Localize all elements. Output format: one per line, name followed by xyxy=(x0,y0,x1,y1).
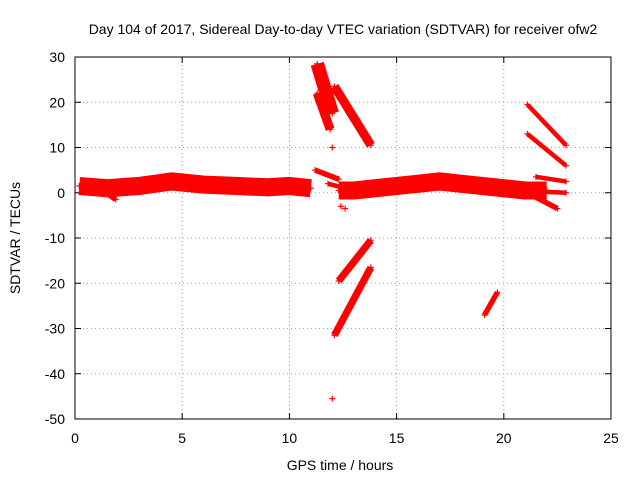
isolated-point xyxy=(337,203,344,210)
data-point xyxy=(511,187,518,194)
data-point xyxy=(562,142,569,149)
series-arc-9 xyxy=(525,102,568,147)
y-tick-label: 10 xyxy=(49,140,65,156)
y-tick-label: 20 xyxy=(49,94,65,110)
data-point xyxy=(168,178,175,185)
series-arc-6 xyxy=(335,238,374,284)
data-point xyxy=(393,182,400,189)
data-point xyxy=(106,192,113,199)
data-point xyxy=(562,162,569,169)
data-point xyxy=(372,185,379,192)
x-tick-label: 10 xyxy=(282,430,298,446)
data-point xyxy=(481,311,488,318)
x-tick-label: 0 xyxy=(71,430,79,446)
data-point xyxy=(112,196,119,203)
data-point xyxy=(307,185,314,192)
chart-title: Day 104 of 2017, Sidereal Day-to-day VTE… xyxy=(89,21,598,37)
x-tick-label: 25 xyxy=(603,430,619,446)
y-tick-label: -10 xyxy=(45,230,65,246)
series-arc-8 xyxy=(482,290,500,317)
data-point xyxy=(286,182,293,189)
data-point xyxy=(367,142,374,149)
x-axis-title: GPS time / hours xyxy=(287,457,394,473)
data-point xyxy=(532,194,539,201)
series-arc-2 xyxy=(313,91,335,131)
data-point xyxy=(415,180,422,187)
series-arc-1 xyxy=(310,61,339,116)
series-arc-3 xyxy=(330,84,375,148)
y-axis-title: SDTVAR / TECUs xyxy=(7,182,23,294)
data-point xyxy=(314,90,321,97)
data-point xyxy=(532,173,539,180)
data-point xyxy=(367,237,374,244)
data-point xyxy=(314,60,321,67)
data-point xyxy=(331,83,338,90)
series-baseline-early xyxy=(78,172,312,198)
data-point xyxy=(331,332,338,339)
plot-frame xyxy=(74,56,612,420)
x-tick-label: 5 xyxy=(178,430,186,446)
y-tick-label: -20 xyxy=(45,275,65,291)
isolated-point xyxy=(329,144,336,151)
data-point xyxy=(312,167,319,174)
data-point xyxy=(136,182,143,189)
data-point xyxy=(327,126,334,133)
series-arc-5 xyxy=(327,181,372,198)
series-arc-14 xyxy=(107,192,118,202)
data-point xyxy=(554,205,561,212)
data-point xyxy=(232,182,239,189)
x-tick-label: 20 xyxy=(496,430,512,446)
data-point xyxy=(562,189,569,196)
series-arc-4 xyxy=(314,167,340,182)
series-arc-7 xyxy=(331,265,375,338)
data-point xyxy=(367,264,374,271)
data-marks xyxy=(76,60,569,402)
data-point xyxy=(104,185,111,192)
data-point xyxy=(329,110,336,117)
data-point xyxy=(335,277,342,284)
y-tick-label: -50 xyxy=(45,411,65,427)
data-point xyxy=(524,130,531,137)
data-point xyxy=(264,184,271,191)
isolated-point xyxy=(342,205,349,212)
data-point xyxy=(562,178,569,185)
data-point xyxy=(494,289,501,296)
y-tick-label: -30 xyxy=(45,321,65,337)
axis-ticks: 0 5 10 15 20 25 30 20 10 0 -10 -20 -30 -40 -50 xyxy=(45,49,619,446)
data-point xyxy=(76,182,83,189)
series-arc-13 xyxy=(534,194,559,211)
series-arc-11 xyxy=(535,174,567,184)
y-tick-label: 0 xyxy=(57,185,65,201)
grid xyxy=(75,57,611,419)
data-point xyxy=(524,101,531,108)
data-point xyxy=(200,181,207,188)
y-tick-label: -40 xyxy=(45,366,65,382)
series-arc-10 xyxy=(525,132,568,168)
data-point xyxy=(457,180,464,187)
data-point xyxy=(500,185,507,192)
data-point xyxy=(479,182,486,189)
data-point xyxy=(367,192,374,199)
isolated-point xyxy=(329,395,336,402)
data-point xyxy=(436,178,443,185)
data-point xyxy=(335,176,342,183)
series-arc-12 xyxy=(514,188,567,196)
data-point xyxy=(324,180,331,187)
x-tick-label: 15 xyxy=(389,430,405,446)
y-tick-label: 30 xyxy=(49,49,65,65)
